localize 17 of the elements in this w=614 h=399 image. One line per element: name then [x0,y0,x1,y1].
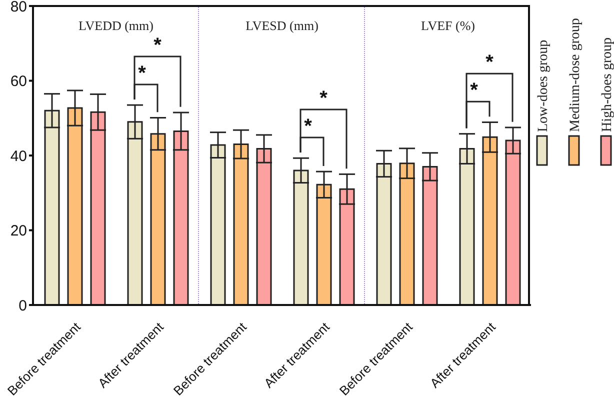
y-tick-label: 80 [10,0,27,16]
annotation: * [154,34,162,56]
text: LVEF (%) [420,18,476,34]
y-tick-label: 60 [10,73,27,90]
annotation: * [304,115,312,138]
y-tick-label: 20 [10,222,27,240]
annotation: * [320,87,328,110]
y-tick-label: 40 [10,148,27,165]
y-tick-label: 0 [18,297,27,314]
annotation: * [138,62,146,84]
text: Medium-dose group [568,18,583,132]
annotation: * [470,80,478,102]
text: LVESD (mm) [244,18,320,34]
text: LVEDD (mm) [78,18,154,34]
text: Low-does group [536,40,551,132]
text: High-does group [600,38,614,132]
annotation: * [486,52,494,74]
